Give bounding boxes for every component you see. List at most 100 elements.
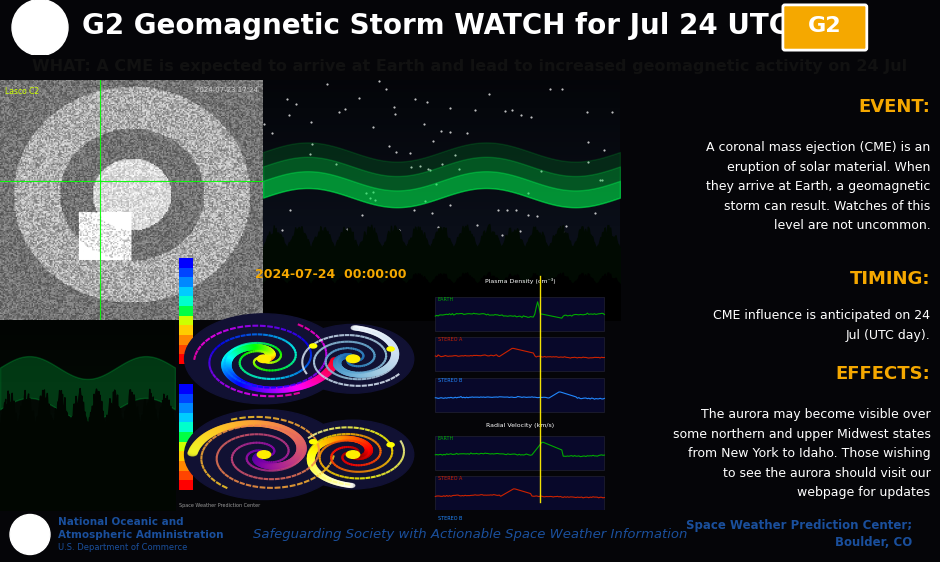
Circle shape <box>229 350 239 355</box>
Circle shape <box>258 422 267 427</box>
Circle shape <box>262 387 272 392</box>
Circle shape <box>320 373 329 378</box>
Circle shape <box>329 479 336 483</box>
Circle shape <box>335 365 342 369</box>
Circle shape <box>391 355 399 359</box>
Circle shape <box>389 344 396 348</box>
Circle shape <box>227 373 236 378</box>
Circle shape <box>222 361 231 366</box>
Point <box>412 162 427 171</box>
Circle shape <box>337 437 343 441</box>
Circle shape <box>350 373 357 377</box>
Circle shape <box>261 422 271 427</box>
Circle shape <box>242 345 251 350</box>
Circle shape <box>312 378 321 383</box>
Circle shape <box>274 464 283 469</box>
Circle shape <box>12 0 68 56</box>
Circle shape <box>318 442 324 446</box>
Circle shape <box>259 387 268 392</box>
Circle shape <box>361 442 368 446</box>
Circle shape <box>309 439 317 444</box>
Circle shape <box>243 421 253 426</box>
Circle shape <box>357 455 365 459</box>
Circle shape <box>339 355 347 359</box>
Circle shape <box>222 424 231 429</box>
Circle shape <box>235 379 243 384</box>
Circle shape <box>233 348 242 353</box>
Circle shape <box>307 459 315 463</box>
Text: EARTH: EARTH <box>437 297 454 302</box>
Text: U.S. Department of Commerce: U.S. Department of Commerce <box>58 543 187 552</box>
Circle shape <box>346 354 353 358</box>
Circle shape <box>266 464 275 469</box>
Circle shape <box>388 361 395 365</box>
Circle shape <box>266 351 274 356</box>
Circle shape <box>273 424 282 429</box>
Circle shape <box>259 356 269 361</box>
Point <box>514 111 529 120</box>
Circle shape <box>263 422 273 427</box>
Circle shape <box>391 354 399 358</box>
Circle shape <box>264 348 273 353</box>
Point <box>588 209 603 217</box>
Bar <box>180 268 193 277</box>
Circle shape <box>337 482 343 486</box>
Circle shape <box>263 355 273 361</box>
Circle shape <box>325 367 335 372</box>
Text: Space Weather Prediction Center: Space Weather Prediction Center <box>180 504 260 509</box>
Circle shape <box>253 345 262 350</box>
Circle shape <box>311 467 318 471</box>
Circle shape <box>385 364 392 368</box>
Point <box>442 201 457 210</box>
Circle shape <box>323 369 333 374</box>
Circle shape <box>366 447 372 451</box>
Circle shape <box>338 436 346 440</box>
Circle shape <box>281 462 290 467</box>
Circle shape <box>255 460 264 465</box>
Circle shape <box>258 461 267 466</box>
Circle shape <box>258 346 267 351</box>
Circle shape <box>350 437 357 441</box>
Circle shape <box>310 379 320 384</box>
Circle shape <box>392 352 399 356</box>
Circle shape <box>351 455 358 459</box>
Circle shape <box>225 371 234 376</box>
Circle shape <box>254 455 262 460</box>
Circle shape <box>356 439 363 443</box>
Circle shape <box>371 371 379 375</box>
Circle shape <box>273 464 282 469</box>
Circle shape <box>234 379 243 384</box>
Circle shape <box>356 455 364 459</box>
Circle shape <box>372 371 380 375</box>
Circle shape <box>334 360 341 364</box>
Circle shape <box>258 387 266 392</box>
Circle shape <box>297 448 306 454</box>
Circle shape <box>250 345 259 350</box>
Circle shape <box>259 462 269 468</box>
Circle shape <box>339 355 346 359</box>
Circle shape <box>224 369 232 374</box>
Circle shape <box>274 464 284 469</box>
Circle shape <box>366 448 372 452</box>
Circle shape <box>253 456 262 461</box>
Circle shape <box>365 450 372 454</box>
Circle shape <box>349 355 355 359</box>
Circle shape <box>337 366 343 370</box>
Circle shape <box>259 346 269 351</box>
Circle shape <box>229 376 239 381</box>
Circle shape <box>335 365 342 369</box>
Circle shape <box>350 454 357 457</box>
Point <box>593 175 608 184</box>
Circle shape <box>215 427 225 432</box>
Circle shape <box>268 387 277 392</box>
Point <box>386 102 401 111</box>
Circle shape <box>381 368 387 371</box>
Circle shape <box>320 474 326 478</box>
Circle shape <box>266 387 275 392</box>
Point <box>339 225 354 234</box>
Circle shape <box>339 355 346 359</box>
Circle shape <box>336 357 342 361</box>
Circle shape <box>199 436 208 441</box>
Circle shape <box>296 450 306 455</box>
Circle shape <box>194 441 203 446</box>
